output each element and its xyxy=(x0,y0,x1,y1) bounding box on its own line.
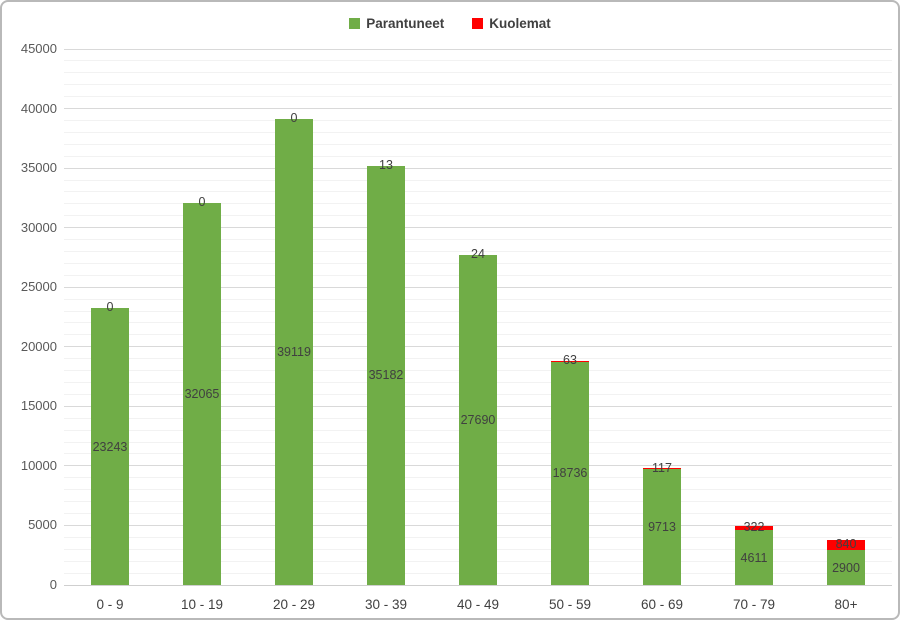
legend-swatch-green-icon xyxy=(349,17,361,29)
minor-gridline xyxy=(64,60,892,62)
x-axis-tick-label: 20 - 29 xyxy=(272,597,316,612)
minor-gridline xyxy=(64,96,892,98)
legend-item-parantuneet: Parantuneet xyxy=(349,16,444,31)
deaths-value-label: 322 xyxy=(743,520,765,535)
bar-kuolemat xyxy=(735,526,773,531)
bar-kuolemat xyxy=(643,467,681,470)
minor-gridline xyxy=(64,143,892,145)
y-axis-tick-label: 10000 xyxy=(20,457,57,473)
bar-parantuneet xyxy=(735,530,773,585)
bar-parantuneet xyxy=(643,469,681,585)
minor-gridline xyxy=(64,250,892,252)
recovered-value-label: 2900 xyxy=(832,560,860,575)
legend-item-kuolemat: Kuolemat xyxy=(472,16,551,31)
deaths-value-label: 13 xyxy=(379,157,393,172)
y-axis-tick-label: 0 xyxy=(49,577,57,592)
x-axis-tick-label: 60 - 69 xyxy=(640,597,684,612)
deaths-value-label: 840 xyxy=(835,537,857,552)
major-gridline xyxy=(64,108,892,110)
major-gridline xyxy=(64,167,892,169)
bar-parantuneet xyxy=(367,165,405,585)
recovered-value-label: 9713 xyxy=(648,520,676,535)
deaths-value-label: 0 xyxy=(198,195,206,210)
y-axis-tick-label: 30000 xyxy=(20,219,57,235)
recovered-value-label: 23243 xyxy=(92,439,128,454)
legend-swatch-red-icon xyxy=(472,17,484,29)
y-axis-tick-label: 45000 xyxy=(20,41,57,56)
bar-kuolemat xyxy=(551,361,589,363)
deaths-value-label: 117 xyxy=(652,460,672,475)
bar-parantuneet xyxy=(91,308,129,585)
minor-gridline xyxy=(64,72,892,74)
deaths-value-label: 0 xyxy=(106,300,114,315)
minor-gridline xyxy=(64,119,892,121)
bar-parantuneet xyxy=(827,550,865,585)
major-gridline xyxy=(64,584,892,586)
recovered-value-label: 18736 xyxy=(552,466,588,481)
bar-kuolemat xyxy=(827,540,865,551)
deaths-value-label: 63 xyxy=(563,353,577,368)
legend: Parantuneet Kuolemat xyxy=(2,12,898,34)
minor-gridline xyxy=(64,155,892,157)
legend-label-kuolemat: Kuolemat xyxy=(489,15,551,31)
y-axis-tick-label: 25000 xyxy=(20,279,57,295)
y-axis-tick-label: 15000 xyxy=(20,398,57,414)
x-axis-tick-label: 10 - 19 xyxy=(180,597,224,612)
minor-gridline xyxy=(64,191,892,193)
bar-parantuneet xyxy=(183,203,221,585)
bar-parantuneet xyxy=(459,255,497,585)
recovered-value-label: 39119 xyxy=(277,345,311,360)
x-axis-tick-label: 30 - 39 xyxy=(364,597,408,612)
deaths-value-label: 0 xyxy=(290,111,298,126)
y-axis-tick-label: 40000 xyxy=(20,100,57,116)
deaths-value-label: 24 xyxy=(471,247,485,262)
x-axis-tick-label: 50 - 59 xyxy=(548,597,592,612)
x-axis-tick-label: 70 - 79 xyxy=(732,597,776,612)
minor-gridline xyxy=(64,203,892,205)
x-axis-tick-label: 40 - 49 xyxy=(456,597,500,612)
y-axis-tick-label: 35000 xyxy=(20,160,57,176)
minor-gridline xyxy=(64,215,892,217)
minor-gridline xyxy=(64,239,892,241)
x-axis-tick-label: 80+ xyxy=(834,597,858,612)
legend-label-parantuneet: Parantuneet xyxy=(366,15,445,31)
recovered-value-label: 32065 xyxy=(184,387,220,402)
bar-parantuneet xyxy=(275,119,313,585)
recovered-value-label: 27690 xyxy=(460,413,496,428)
bar-parantuneet xyxy=(551,361,589,585)
minor-gridline xyxy=(64,131,892,133)
recovered-value-label: 4611 xyxy=(740,550,768,565)
y-axis-tick-label: 20000 xyxy=(20,338,57,354)
major-gridline xyxy=(64,48,892,50)
major-gridline xyxy=(64,227,892,229)
x-axis-tick-label: 0 - 9 xyxy=(96,597,124,612)
y-axis-tick-label: 5000 xyxy=(28,517,57,533)
minor-gridline xyxy=(64,84,892,86)
minor-gridline xyxy=(64,179,892,181)
recovered-value-label: 35182 xyxy=(368,368,404,383)
